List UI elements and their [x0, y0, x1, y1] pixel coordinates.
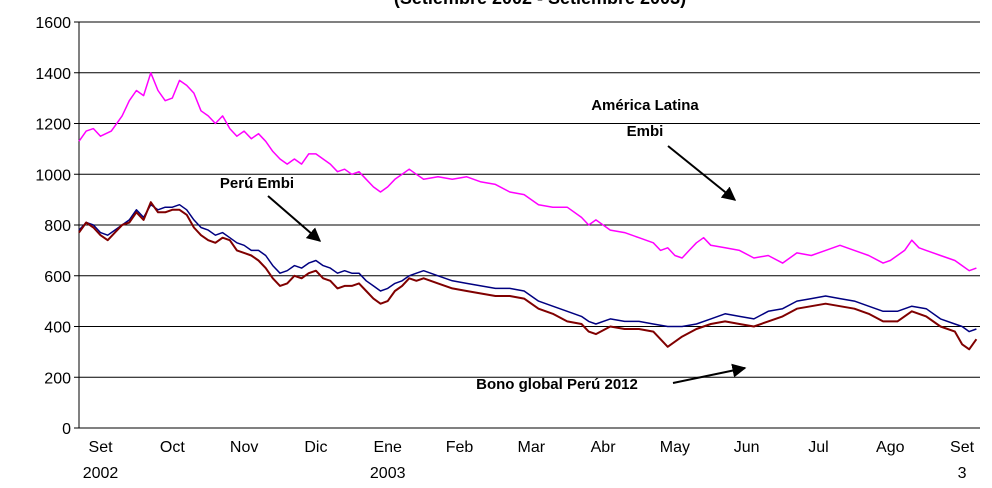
chart-title: (Setiembre 2002 - Setiembre 2003) [394, 0, 686, 8]
axes [74, 21, 980, 429]
annotations: América Latina Embi Perú Embi Bono globa… [220, 97, 700, 393]
x-tick-labels: Set 2002 Oct Nov Dic Ene 2003 Feb Mar Abr May Jun Ju… [83, 439, 975, 482]
ytick-label-1000: 1000 [35, 167, 71, 184]
xtick-month-12: Set [950, 439, 975, 456]
series-line-1 [78, 203, 977, 333]
ytick-label-400: 400 [44, 320, 71, 337]
xtick-month-0: Set [89, 439, 114, 456]
series-line-0 [78, 72, 977, 272]
ytick-label-0: 0 [62, 421, 71, 438]
xtick-month-10: Jul [808, 439, 828, 456]
y-tick-labels: 0 200 400 600 800 1000 1200 1400 1600 [35, 15, 71, 438]
ytick-label-1600: 1600 [35, 15, 71, 32]
xtick-month-3: Dic [304, 439, 327, 456]
xtick-year-4: 2003 [370, 465, 406, 482]
grid-lines [79, 21, 980, 378]
series-lines [78, 72, 978, 351]
annotation-bono-global: Bono global Perú 2012 [476, 376, 638, 393]
series-line-2 [78, 201, 978, 351]
xtick-month-7: Abr [591, 439, 617, 456]
annotation-america-latina-line1: América Latina [591, 97, 699, 114]
xtick-month-6: Mar [518, 439, 546, 456]
annotation-america-latina-line2: Embi [627, 123, 664, 140]
xtick-year-12: 3 [958, 465, 967, 482]
annotation-peru-embi: Perú Embi [220, 175, 294, 192]
xtick-month-9: Jun [734, 439, 760, 456]
xtick-month-5: Feb [446, 439, 474, 456]
xtick-month-2: Nov [230, 439, 258, 456]
xtick-month-8: May [660, 439, 690, 456]
annotation-arrows [267, 145, 747, 384]
ytick-label-1400: 1400 [35, 66, 71, 83]
xtick-month-11: Ago [876, 439, 905, 456]
ytick-label-1200: 1200 [35, 117, 71, 134]
xtick-month-4: Ene [373, 439, 402, 456]
ytick-label-800: 800 [44, 218, 71, 235]
xtick-year-0: 2002 [83, 465, 119, 482]
ytick-label-200: 200 [44, 370, 71, 387]
arrow-bono-global [672, 363, 747, 384]
xtick-month-1: Oct [160, 439, 185, 456]
ytick-label-600: 600 [44, 269, 71, 286]
arrow-peru-embi [267, 195, 322, 242]
arrow-america-latina [667, 145, 737, 201]
